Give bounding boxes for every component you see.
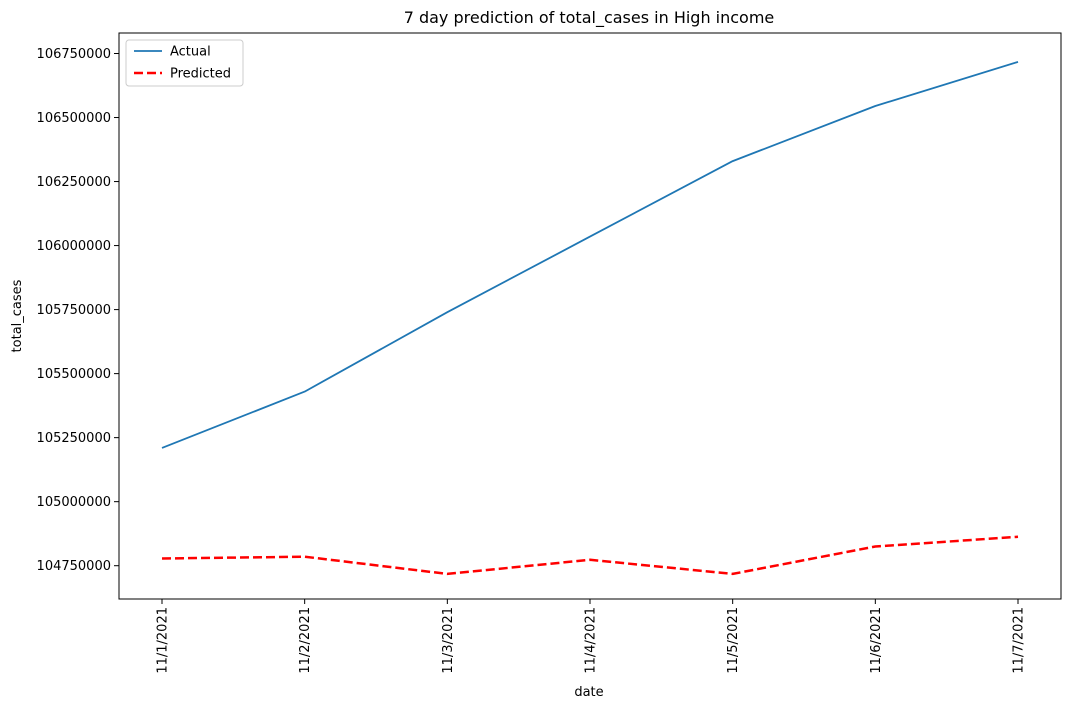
y-tick-label: 106000000 <box>37 239 111 254</box>
series-layer <box>161 61 1019 576</box>
y-tick-label: 105750000 <box>37 303 111 318</box>
y-tick-label: 105250000 <box>37 431 111 446</box>
y-axis-label: total_cases <box>10 279 25 352</box>
series-line-predicted <box>161 535 1019 576</box>
y-tick-label: 105000000 <box>37 495 111 510</box>
y-axis: 104750000 105000000 105250000 105500000 1057… <box>37 47 119 574</box>
legend-label-predicted: Predicted <box>170 67 231 82</box>
x-axis: 11/1/2021 11/2/2021 11/3/2021 11/4/2021 11/5… <box>156 599 1027 674</box>
x-tick-label: 11/7/2021 <box>1012 607 1027 674</box>
x-tick-label: 11/4/2021 <box>584 607 599 674</box>
series-line-actual <box>161 61 1019 449</box>
y-tick-label: 106750000 <box>37 47 111 62</box>
x-tick-label: 11/3/2021 <box>441 607 456 674</box>
y-tick-label: 106500000 <box>37 111 111 126</box>
legend: Actual Predicted <box>125 39 244 87</box>
y-tick-label: 104750000 <box>37 559 111 574</box>
x-axis-label: date <box>574 685 603 700</box>
chart-title: 7 day prediction of total_cases in High … <box>404 8 775 28</box>
y-tick-label: 105500000 <box>37 367 111 382</box>
y-tick-label: 106250000 <box>37 175 111 190</box>
x-tick-label: 11/5/2021 <box>726 607 741 674</box>
legend-label-actual: Actual <box>170 45 211 60</box>
x-tick-label: 11/2/2021 <box>298 607 313 674</box>
x-tick-label: 11/1/2021 <box>156 607 171 674</box>
x-tick-label: 11/6/2021 <box>869 607 884 674</box>
